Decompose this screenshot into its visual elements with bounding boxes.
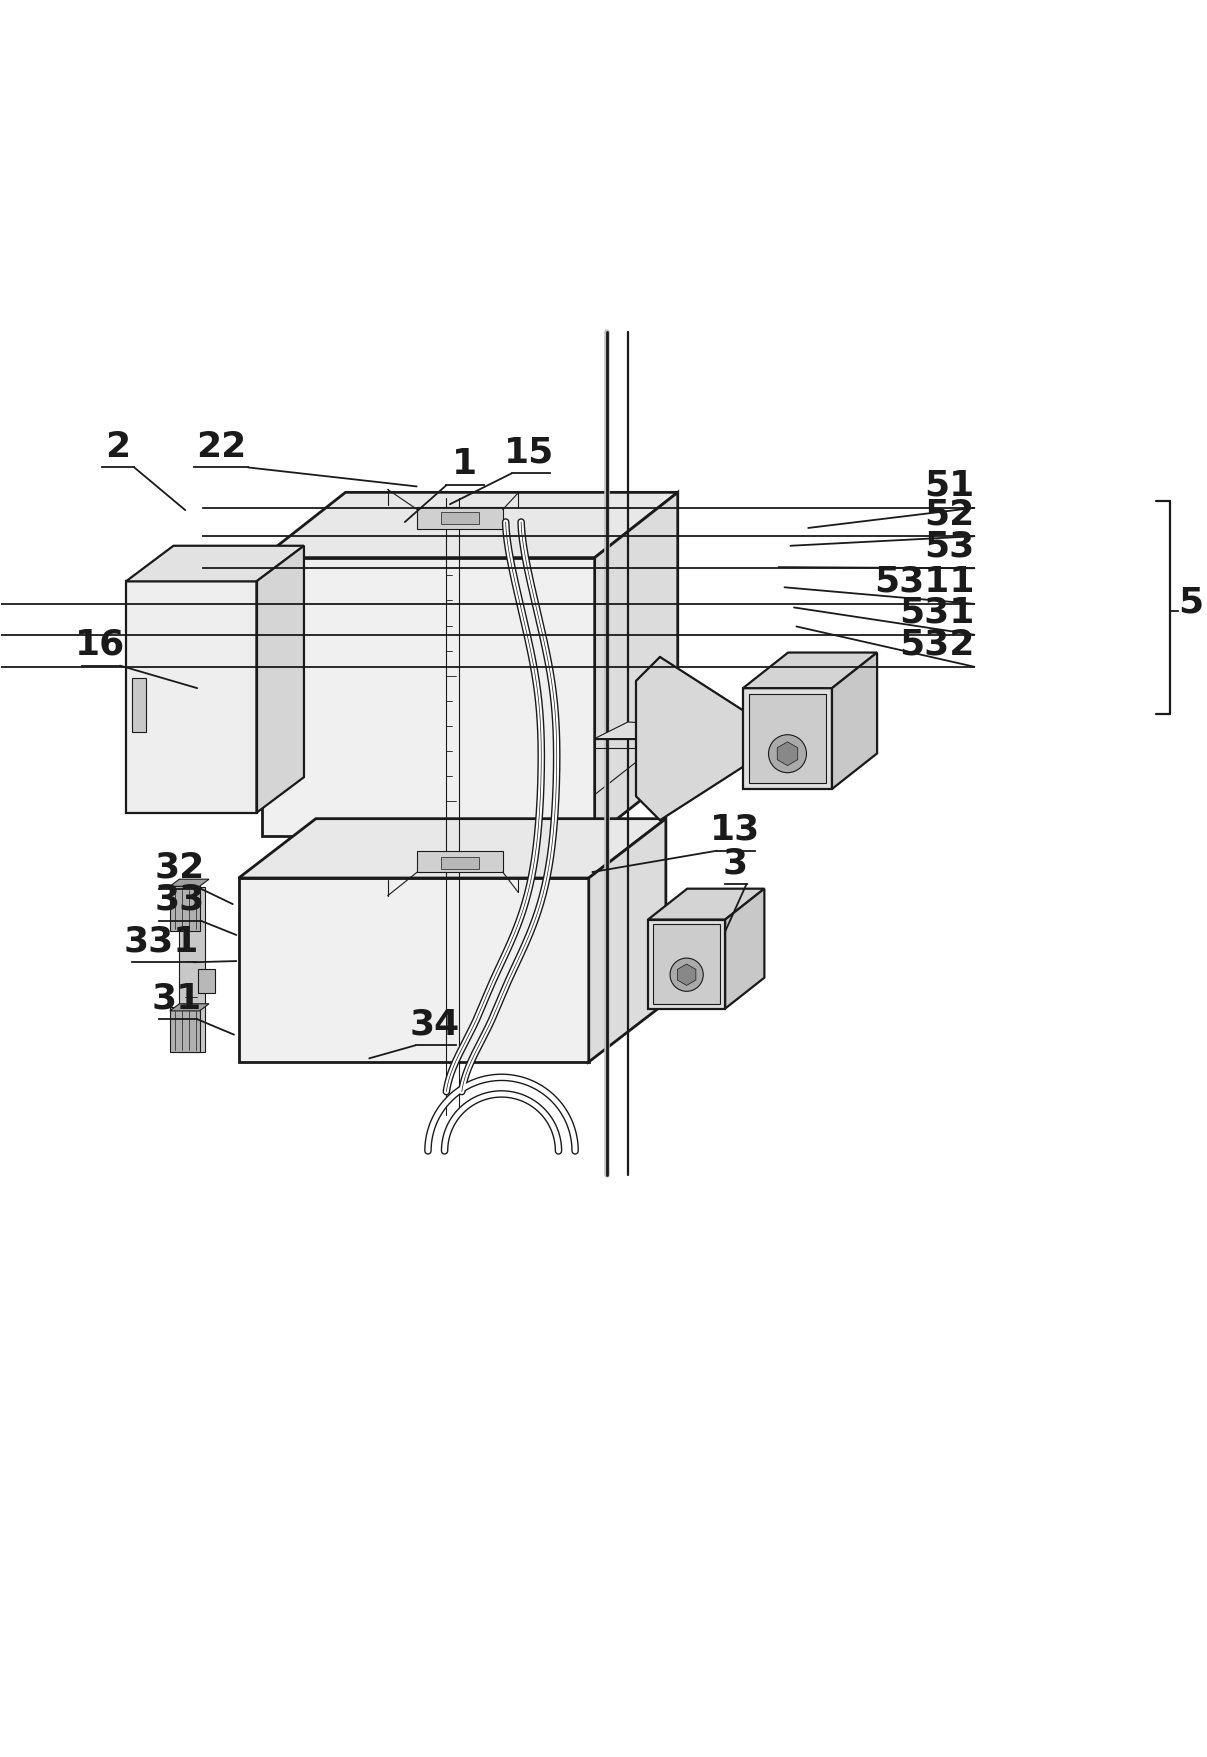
Polygon shape — [725, 889, 764, 1009]
Text: 3: 3 — [722, 845, 747, 880]
Polygon shape — [262, 559, 595, 836]
Polygon shape — [832, 654, 877, 789]
Polygon shape — [648, 889, 764, 921]
Polygon shape — [589, 819, 666, 1063]
Bar — [132, 678, 146, 733]
Circle shape — [769, 734, 806, 773]
Bar — [198, 970, 215, 993]
Bar — [748, 694, 826, 784]
Polygon shape — [595, 722, 776, 740]
Text: 531: 531 — [899, 596, 974, 629]
Polygon shape — [595, 494, 678, 836]
Polygon shape — [648, 921, 725, 1009]
Bar — [170, 1009, 199, 1052]
Polygon shape — [170, 880, 209, 887]
Text: 32: 32 — [154, 850, 204, 884]
Text: 5311: 5311 — [874, 564, 974, 599]
Text: 1: 1 — [451, 448, 477, 481]
Polygon shape — [239, 878, 589, 1063]
Text: 532: 532 — [899, 627, 974, 661]
Polygon shape — [744, 654, 877, 689]
Bar — [418, 508, 503, 529]
Text: 31: 31 — [152, 980, 202, 1016]
Text: 331: 331 — [124, 924, 199, 958]
Circle shape — [670, 959, 704, 991]
Text: 52: 52 — [925, 497, 974, 531]
Polygon shape — [170, 1005, 209, 1012]
Polygon shape — [636, 657, 754, 821]
Text: 5: 5 — [1178, 585, 1203, 618]
Polygon shape — [126, 546, 304, 582]
Bar — [441, 857, 479, 870]
Bar — [180, 887, 205, 1052]
Text: 13: 13 — [710, 812, 760, 847]
Text: 2: 2 — [105, 429, 130, 464]
Text: 22: 22 — [196, 429, 246, 464]
Polygon shape — [262, 494, 678, 559]
Bar — [441, 513, 479, 525]
Bar — [418, 850, 503, 873]
Text: 15: 15 — [505, 436, 554, 469]
Polygon shape — [677, 965, 696, 986]
Polygon shape — [777, 743, 798, 766]
Polygon shape — [744, 689, 832, 789]
Polygon shape — [126, 582, 257, 813]
Text: 16: 16 — [75, 627, 126, 661]
Bar — [653, 924, 721, 1005]
Polygon shape — [257, 546, 304, 813]
Bar — [170, 887, 199, 931]
Text: 33: 33 — [154, 882, 204, 917]
Text: 53: 53 — [925, 529, 974, 562]
Text: 51: 51 — [925, 469, 974, 503]
Polygon shape — [239, 819, 666, 878]
Text: 34: 34 — [409, 1007, 460, 1040]
